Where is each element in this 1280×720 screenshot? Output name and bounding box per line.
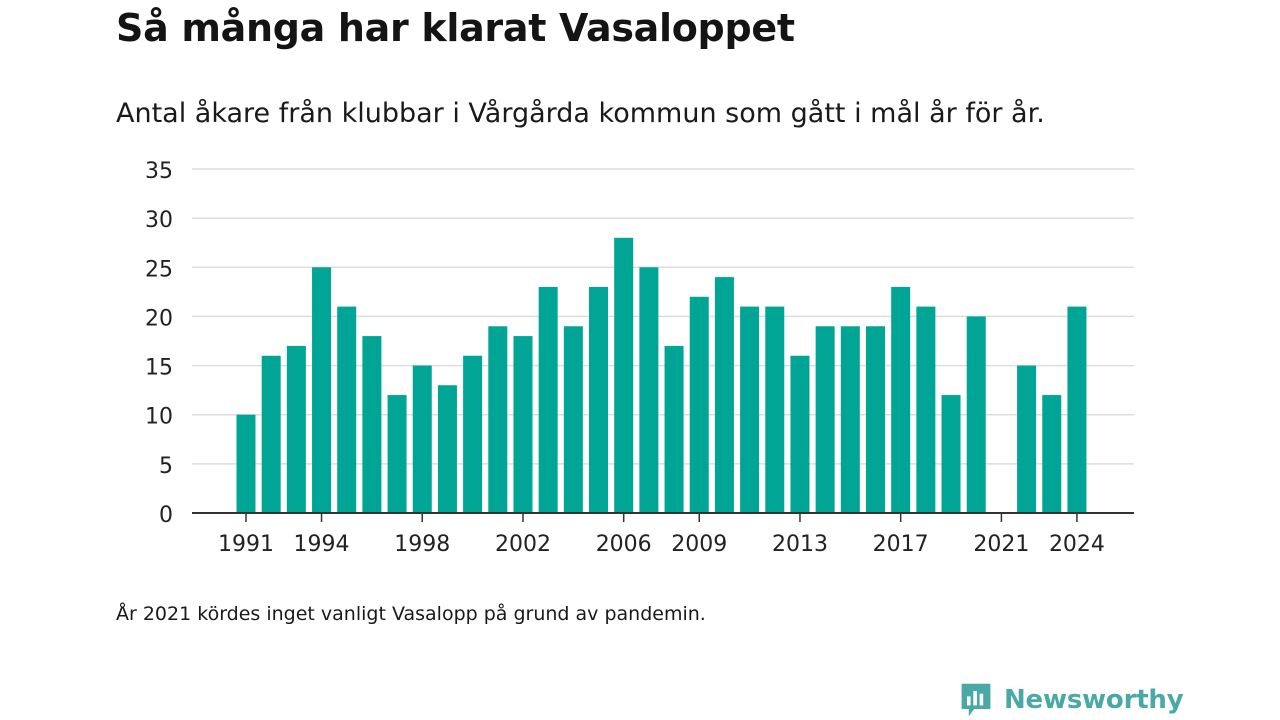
bar-2000 [463, 355, 483, 513]
x-tick-label: 2013 [772, 532, 828, 557]
bar-2024 [1067, 306, 1087, 513]
bar-1996 [362, 336, 382, 513]
y-tick-label: 35 [145, 159, 173, 184]
y-tick-label: 0 [159, 503, 173, 528]
gridlines [192, 168, 1134, 465]
bar-2014 [815, 326, 835, 513]
x-tick-label: 1991 [218, 532, 274, 557]
footnote: År 2021 kördes inget vanligt Vasalopp på… [116, 603, 706, 625]
bar-2003 [538, 286, 558, 513]
chart-title: Så många har klarat Vasaloppet [116, 6, 795, 50]
bar-2002 [513, 336, 533, 513]
bar-1992 [261, 355, 281, 513]
x-tick-label: 2009 [671, 532, 727, 557]
newsworthy-icon [961, 683, 991, 717]
x-tick-label: 2017 [873, 532, 929, 557]
bar-2019 [941, 395, 961, 513]
bar-1999 [437, 385, 457, 513]
bar-1994 [312, 267, 332, 513]
bar-2018 [916, 306, 936, 513]
x-tick-label: 1994 [294, 532, 350, 557]
chart-subtitle: Antal åkare från klubbar i Vårgårda komm… [116, 98, 1045, 129]
x-tick-label: 2021 [973, 532, 1029, 557]
bar-2020 [966, 316, 986, 513]
bar-2023 [1042, 395, 1062, 513]
bar-2016 [866, 326, 885, 513]
bar-2004 [563, 326, 583, 513]
x-tick-label: 2002 [495, 532, 551, 557]
y-tick-label: 30 [145, 208, 173, 233]
bar-2009 [689, 296, 709, 513]
brand-logo: Newsworthy [958, 680, 1184, 720]
bar-2015 [840, 326, 860, 513]
bar-2001 [488, 326, 508, 513]
brand-name: Newsworthy [1004, 685, 1184, 715]
bar-chart: 0 5 10 15 20 25 30 35 1991 1994 1998 2002 2006 2009 2… [145, 159, 1134, 557]
y-tick-label: 25 [145, 257, 173, 282]
bar-2010 [714, 277, 734, 513]
bar-2017 [891, 286, 911, 513]
bar-1995 [337, 306, 357, 513]
bar-2013 [790, 355, 810, 513]
x-tick-label: 1998 [394, 532, 450, 557]
bar-1997 [387, 395, 407, 513]
bar-1993 [286, 345, 306, 513]
bar-2008 [664, 345, 684, 513]
bar-2011 [740, 306, 760, 513]
bar-2006 [614, 237, 634, 514]
bar-2005 [589, 286, 609, 513]
bar-1998 [412, 365, 432, 513]
x-tick-label: 2024 [1049, 532, 1105, 557]
bar-2012 [765, 306, 785, 513]
bar-1991 [236, 414, 256, 513]
x-axis-ticks: 1991 1994 1998 2002 2006 2009 2013 2017 2021 2024 [218, 513, 1105, 557]
y-axis-ticks: 0 5 10 15 20 25 30 35 [145, 159, 173, 528]
x-tick-label: 2006 [596, 532, 652, 557]
y-tick-label: 15 [145, 356, 173, 381]
y-tick-label: 20 [145, 306, 173, 331]
y-tick-label: 5 [159, 454, 173, 479]
y-tick-label: 10 [145, 405, 173, 430]
bar-2022 [1017, 365, 1037, 513]
bar-2007 [639, 267, 659, 513]
bars [236, 237, 1087, 514]
